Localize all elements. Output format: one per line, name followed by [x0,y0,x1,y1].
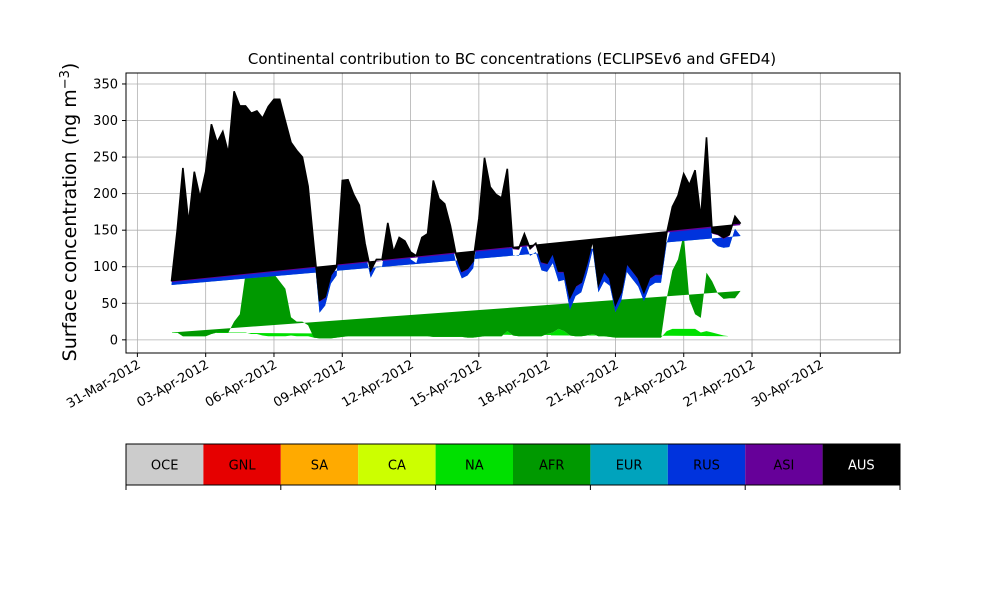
y-tick-label: 0 [110,333,118,348]
legend-label-aus: AUS [848,459,875,474]
legend-colorbar: OCE GNL SA CA NA AFR EUR RUS ASI AUS [125,443,901,490]
y-tick-label: 200 [93,187,118,202]
legend-label-sa: SA [311,459,328,474]
y-tick-label: 250 [93,151,118,166]
legend-label-gnl: GNL [229,459,257,474]
axes-frame [125,72,901,354]
legend-swatch-na [435,444,513,485]
y-axis-label-main: Surface concentration (ng m [59,89,81,361]
y-axis-label: Surface concentration (ng m−3) [58,63,81,362]
legend-frame [125,443,901,486]
legend-swatch-oce [126,444,204,485]
legend-label-rus: RUS [693,459,720,474]
legend-swatch-aus [822,444,900,485]
legend-swatch-afr [513,444,591,485]
y-tick-label: 150 [93,224,118,239]
legend-label-eur: EUR [616,459,643,474]
legend-label-asi: ASI [773,459,794,474]
legend-label-na: NA [465,459,484,474]
chart-title: Continental contribution to BC concentra… [248,50,776,68]
legend-swatch-gnl [203,444,281,485]
legend-swatch-asi [745,444,823,485]
y-tick-label: 350 [93,77,118,92]
legend-swatch-ca [358,444,436,485]
y-axis-label-exponent: −3 [58,70,73,89]
legend-label-oce: OCE [151,459,179,474]
legend-label-ca: CA [388,459,406,474]
legend-swatch-eur [590,444,668,485]
total-line [170,91,742,308]
y-axis-label-suffix: ) [59,63,81,70]
legend-swatch-sa [280,444,359,485]
y-tick-label: 100 [93,260,118,275]
legend-swatch-rus [667,444,746,485]
legend-label-afr: AFR [539,459,564,474]
y-tick-label: 300 [93,114,118,129]
y-tick-label: 50 [101,297,118,312]
area-afr [171,233,741,339]
